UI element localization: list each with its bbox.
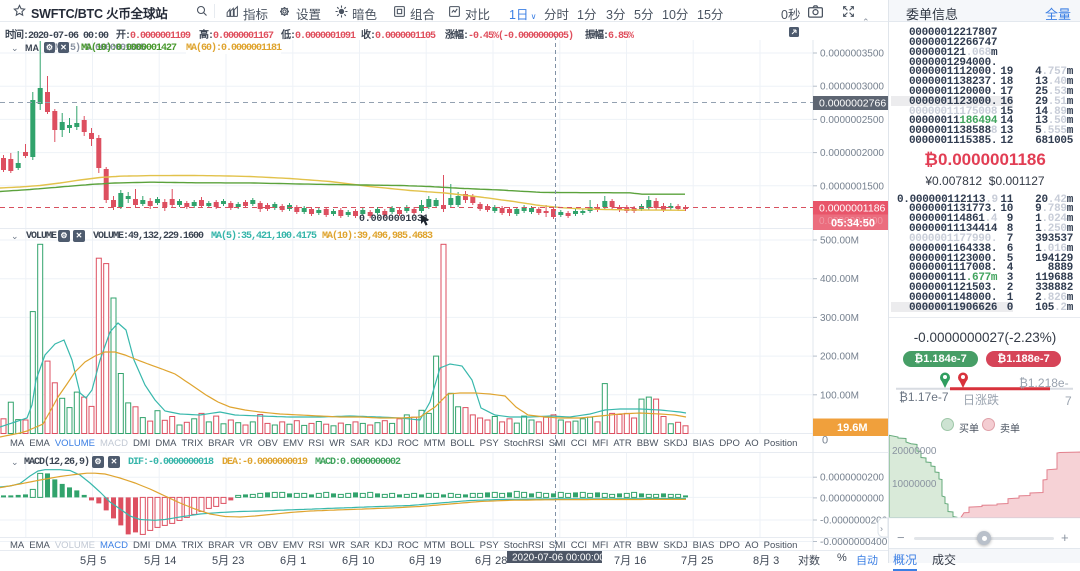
svg-text:100.00M: 100.00M (820, 390, 859, 401)
svg-text:200.00M: 200.00M (820, 352, 859, 363)
svg-text:0: 0 (822, 435, 828, 447)
svg-text:0.0000001031: 0.0000001031 (359, 214, 429, 225)
svg-text:0.0000000200: 0.0000000200 (820, 473, 884, 484)
svg-text:19.6M: 19.6M (837, 422, 868, 434)
svg-text:›: › (880, 524, 883, 534)
svg-text:05:34:50: 05:34:50 (831, 218, 875, 230)
svg-text:0.0000003500: 0.0000003500 (820, 49, 884, 60)
svg-text:-0.0000000200: -0.0000000200 (820, 516, 888, 527)
svg-text:0.0000002766: 0.0000002766 (819, 98, 886, 110)
svg-text:400.00M: 400.00M (820, 274, 859, 285)
svg-text:-0.0000000400: -0.0000000400 (820, 537, 888, 548)
svg-text:0.0000001186: 0.0000001186 (819, 203, 886, 215)
svg-text:0.0000001000: 0.0000001000 (819, 216, 883, 227)
svg-text:0.0000001500: 0.0000001500 (820, 181, 884, 192)
svg-text:0.0000000000: 0.0000000000 (820, 493, 884, 504)
svg-text:0.0000003000: 0.0000003000 (820, 82, 884, 93)
svg-text:500.00M: 500.00M (820, 236, 859, 247)
svg-text:0.0000002000: 0.0000002000 (820, 148, 884, 159)
svg-text:300.00M: 300.00M (820, 313, 859, 324)
svg-text:2020-07-06 00:00:00: 2020-07-06 00:00:00 (512, 553, 605, 564)
svg-text:0.0000002500: 0.0000002500 (820, 115, 884, 126)
